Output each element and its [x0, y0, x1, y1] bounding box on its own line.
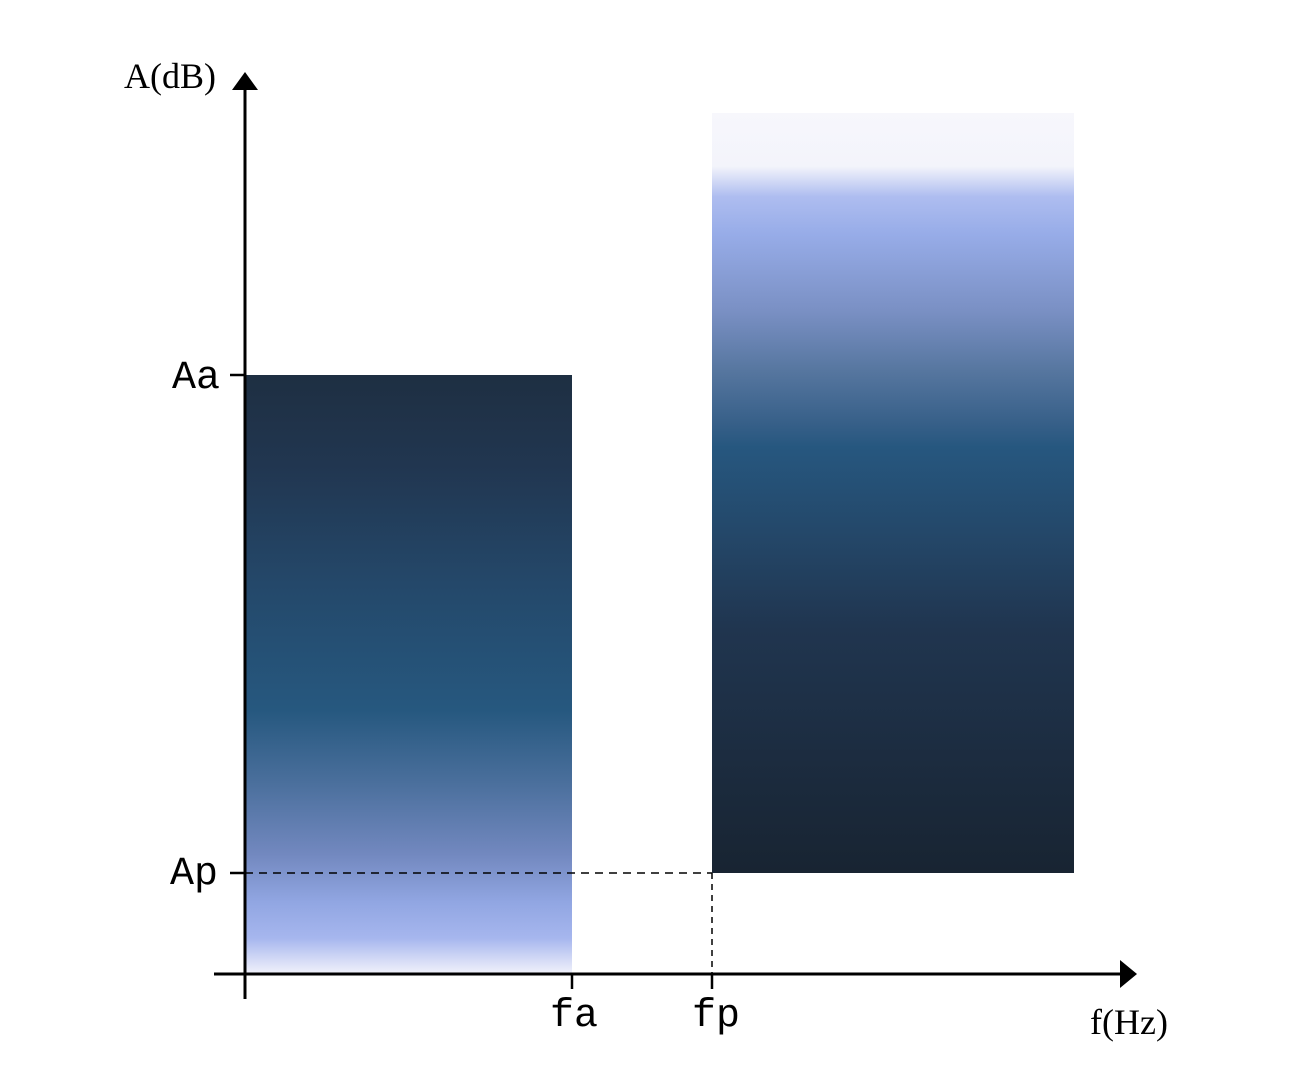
- tick-label-aa: Aa: [172, 356, 220, 401]
- tick-label-fa: fa: [550, 994, 598, 1039]
- tick-label-ap: Ap: [170, 852, 218, 897]
- x-axis-arrow-icon: [1120, 960, 1137, 988]
- left-band: [245, 375, 572, 974]
- right-band: [712, 113, 1074, 873]
- y-axis-label: A(dB): [124, 56, 216, 96]
- tick-label-fp: fp: [692, 994, 740, 1039]
- y-axis-arrow-icon: [232, 72, 258, 90]
- x-axis-label: f(Hz): [1090, 1002, 1168, 1042]
